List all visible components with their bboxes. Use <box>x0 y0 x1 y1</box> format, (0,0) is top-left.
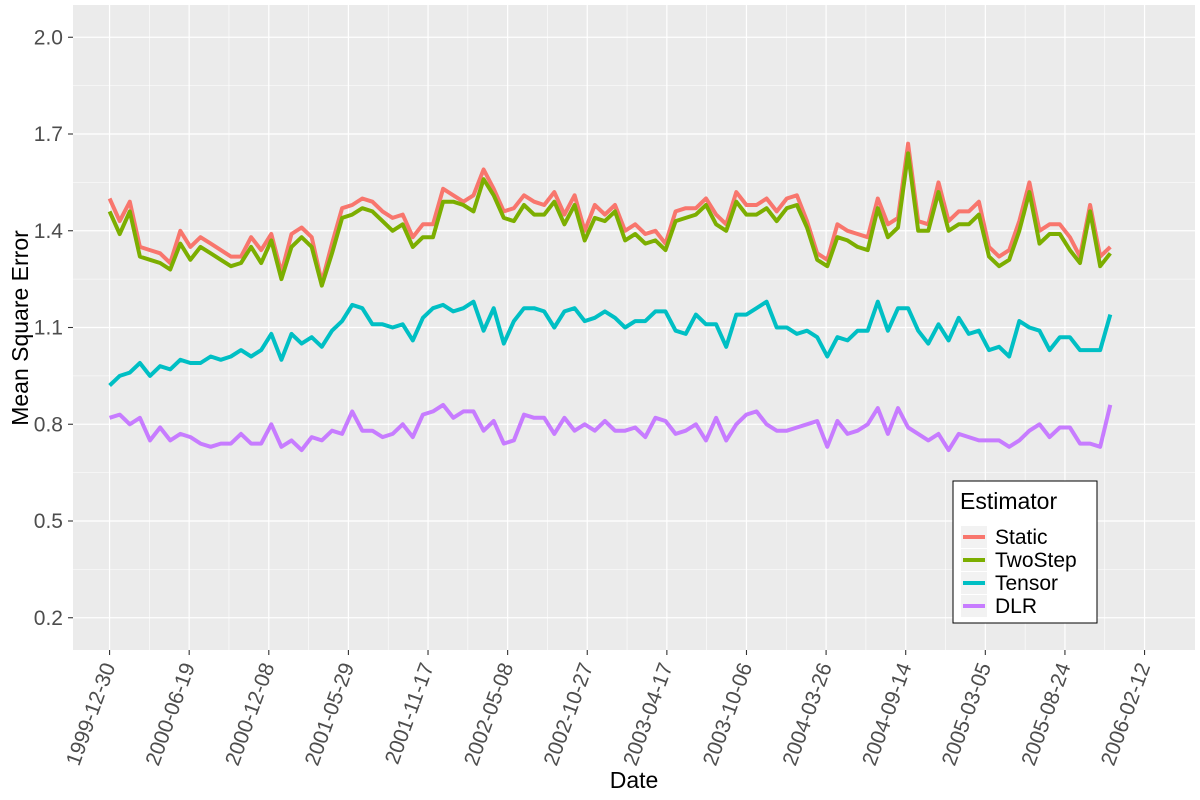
x-tick-label: 2000-06-19 <box>142 660 200 769</box>
x-tick-label: 2005-03-05 <box>938 660 996 769</box>
legend-label-static: Static <box>995 526 1048 549</box>
y-tick-label: 0.8 <box>34 413 63 436</box>
x-tick-label: 2003-10-06 <box>699 660 757 769</box>
series-line-dlr <box>108 402 1113 453</box>
y-tick-label: 1.7 <box>34 123 63 146</box>
x-tick-label: 2006-02-12 <box>1097 660 1155 769</box>
series-line-twostep <box>107 151 1112 288</box>
legend-title: Estimator <box>960 488 1057 514</box>
series-line-tensor <box>108 299 1113 387</box>
y-tick-label: 0.2 <box>34 607 63 630</box>
x-tick-label: 2001-05-29 <box>301 660 359 769</box>
y-tick-label: 1.4 <box>34 220 64 243</box>
x-tick-label: 2005-08-24 <box>1017 660 1075 769</box>
x-tick-label: 2004-09-14 <box>858 660 916 769</box>
x-tick-label: 1999-12-30 <box>62 660 120 769</box>
x-tick-label: 2002-05-08 <box>460 660 518 769</box>
legend-label-twostep: TwoStep <box>995 549 1077 572</box>
x-tick-label: 2001-11-17 <box>381 660 439 767</box>
x-tick-label: 2002-10-27 <box>540 660 598 769</box>
y-tick-label: 2.0 <box>34 26 63 49</box>
x-axis: 1999-12-30 2000-06-19 2000-12-08 2001-05-29… <box>62 650 1155 769</box>
x-tick-label: 2003-04-17 <box>619 660 677 769</box>
x-tick-label: 2004-03-26 <box>778 660 836 769</box>
legend-label-dlr: DLR <box>995 595 1037 618</box>
y-axis-title: Mean Square Error <box>7 230 33 426</box>
y-tick-label: 1.1 <box>34 317 63 340</box>
series-lines <box>107 141 1113 453</box>
legend-label-tensor: Tensor <box>995 572 1058 595</box>
y-axis: 0.2 0.5 0.8 1.1 1.4 1.7 2.0 <box>34 26 73 630</box>
x-tick-label: 2000-12-08 <box>221 660 279 769</box>
y-tick-label: 0.5 <box>34 510 63 533</box>
x-axis-title: Date <box>610 767 659 793</box>
